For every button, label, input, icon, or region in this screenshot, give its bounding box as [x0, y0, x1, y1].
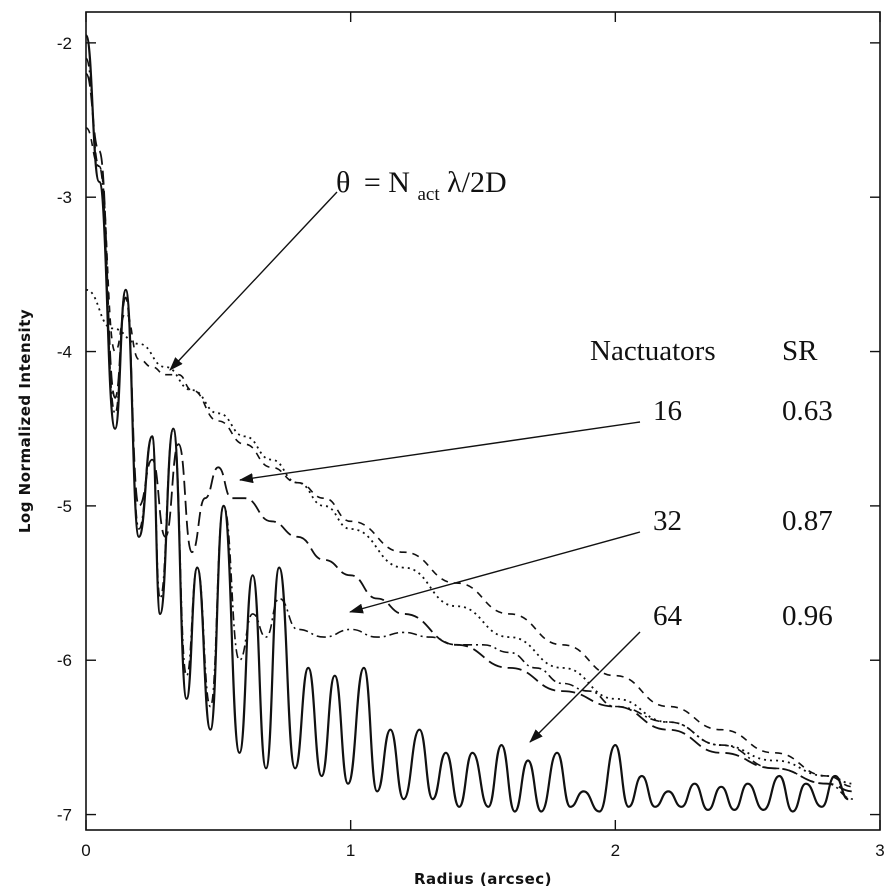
- row-32-n: 32: [653, 505, 682, 537]
- y-tick-label: -5: [57, 497, 72, 516]
- series-line-dash-dot: [85, 57, 854, 800]
- svg-text:θ = N act λ: θ = N act λ/2D: [336, 166, 507, 207]
- row-64-n: 64: [653, 600, 683, 632]
- y-tick-label: -6: [57, 651, 72, 670]
- x-tick-label: 2: [611, 841, 620, 860]
- series-layer: [84, 34, 854, 813]
- x-tick-label: 0: [81, 841, 90, 860]
- sr-header: SR: [782, 335, 818, 367]
- x-axis-ticks: 0 1 2 3: [81, 12, 885, 860]
- formula-rest: λ/2D: [447, 166, 507, 199]
- row-16-n: 16: [653, 395, 682, 427]
- y-tick-label: -7: [57, 806, 72, 825]
- x-tick-label: 3: [875, 841, 884, 860]
- arrow-64: [529, 631, 641, 743]
- formula-equals: = N: [364, 166, 410, 199]
- formula-subscript: act: [417, 184, 440, 205]
- row-16-sr: 0.63: [782, 395, 833, 427]
- arrow-32: [349, 531, 641, 614]
- x-tick-label: 1: [346, 841, 355, 860]
- x-axis-label: Radius (arcsec): [414, 870, 552, 888]
- y-tick-label: -4: [57, 343, 72, 362]
- series-line-long-dash: [85, 72, 854, 793]
- arrow-16: [239, 421, 641, 484]
- formula-arrow: [169, 191, 338, 371]
- y-tick-label: -2: [57, 34, 72, 53]
- row-64-sr: 0.96: [782, 600, 833, 632]
- series-line-dotted: [85, 288, 854, 785]
- y-axis-label: Log Normalized Intensity: [16, 309, 34, 533]
- formula-theta: θ: [336, 166, 350, 199]
- plot-frame: [85, 11, 881, 831]
- series-line-solid: [84, 34, 849, 813]
- y-axis-ticks: -7 -6 -5 -4 -3 -2: [57, 34, 880, 825]
- y-tick-label: -3: [57, 188, 72, 207]
- formula-annotation: θ = N act λ/2D: [169, 166, 507, 371]
- row-32-sr: 0.87: [782, 505, 833, 537]
- series-line-short-dash: [85, 127, 854, 788]
- nactuators-header: Nactuators: [590, 335, 716, 367]
